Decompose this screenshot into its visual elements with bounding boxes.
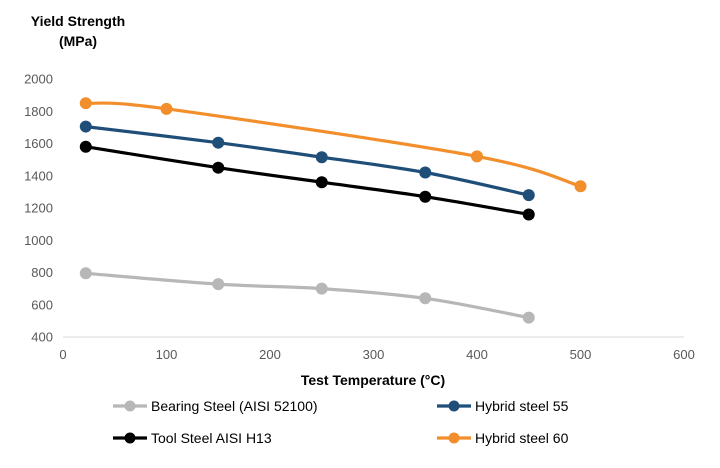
- series-line: [84, 271, 531, 320]
- data-point: [522, 311, 535, 324]
- legend-marker: [448, 400, 460, 412]
- data-point: [471, 150, 483, 163]
- legend-item: Hybrid steel 60: [437, 430, 569, 446]
- y-tick-label: 400: [31, 330, 53, 345]
- legend-label: Hybrid steel 55: [475, 398, 569, 414]
- legend-item: Hybrid steel 55: [437, 398, 569, 414]
- data-point: [315, 176, 328, 189]
- legend: Bearing Steel (AISI 52100) Hybrid steel 5…: [113, 398, 569, 446]
- plot-area: [79, 97, 587, 324]
- series-bearing-steel-aisi-52100: [79, 267, 535, 324]
- y-tick-labels: 400 600 800 1000 1200 1400 1600 1800 2000: [24, 72, 53, 345]
- y-tick-label: 600: [31, 297, 53, 312]
- data-point: [574, 180, 587, 193]
- data-point: [315, 151, 328, 164]
- series-line: [84, 101, 583, 188]
- x-tick-label: 400: [466, 347, 488, 362]
- legend-marker: [124, 432, 136, 444]
- legend-marker: [448, 432, 460, 444]
- legend-label: Tool Steel AISI H13: [151, 430, 272, 446]
- y-tick-label: 1400: [24, 168, 53, 183]
- data-point: [160, 102, 173, 115]
- series-tool-steel-aisi-h13: [79, 140, 535, 221]
- y-tick-label: 1800: [24, 104, 53, 119]
- x-tick-labels: 0 100 200 300 400 500 600: [59, 347, 694, 362]
- legend-marker: [124, 400, 136, 412]
- legend-label: Hybrid steel 60: [475, 430, 569, 446]
- y-tick-label: 1200: [24, 201, 53, 216]
- data-point: [212, 136, 225, 149]
- data-point: [212, 161, 225, 174]
- y-tick-label: 1600: [24, 136, 53, 151]
- y-axis-unit: (MPa): [59, 33, 97, 49]
- data-point: [79, 97, 92, 110]
- data-point: [212, 278, 225, 291]
- x-tick-label: 600: [673, 347, 695, 362]
- y-tick-label: 2000: [24, 72, 53, 87]
- series-hybrid-steel-55: [79, 120, 535, 202]
- legend-label: Bearing Steel (AISI 52100): [151, 398, 318, 414]
- legend-item: Bearing Steel (AISI 52100): [113, 398, 318, 414]
- x-tick-label: 0: [59, 347, 66, 362]
- data-point: [79, 140, 92, 153]
- x-tick-label: 100: [156, 347, 178, 362]
- series-hybrid-steel-60: [79, 97, 587, 193]
- y-axis-title: Yield Strength: [31, 13, 125, 29]
- x-tick-label: 300: [363, 347, 385, 362]
- legend-item: Tool Steel AISI H13: [113, 430, 272, 446]
- x-axis-title: Test Temperature (°C): [301, 372, 445, 388]
- series-line: [84, 125, 531, 197]
- y-tick-label: 1000: [24, 233, 53, 248]
- data-point: [522, 208, 535, 221]
- data-point: [79, 120, 92, 133]
- y-tick-label: 800: [31, 265, 53, 280]
- data-point: [419, 190, 432, 203]
- data-point: [79, 267, 92, 280]
- data-point: [419, 292, 432, 305]
- data-point: [315, 282, 328, 295]
- data-point: [522, 189, 535, 202]
- data-point: [419, 166, 432, 179]
- x-tick-label: 500: [570, 347, 592, 362]
- x-tick-label: 200: [259, 347, 281, 362]
